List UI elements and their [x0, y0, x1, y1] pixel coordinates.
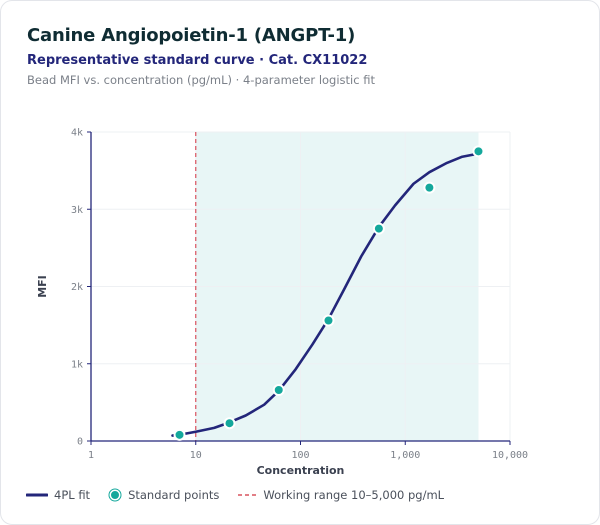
y-tick-label: 3k: [71, 205, 83, 216]
standard-point: [173, 428, 186, 441]
y-tick-label: 2k: [71, 282, 83, 293]
legend-fit: 4PL fit: [26, 488, 90, 502]
x-tick-label: 10,000: [492, 450, 528, 461]
standard-point: [423, 181, 436, 194]
y-tick-label: 1k: [71, 359, 83, 370]
x-tick-label: 1: [88, 450, 94, 461]
chart-caption: Bead MFI vs. concentration (pg/mL) · 4-p…: [27, 73, 375, 87]
chart-subtitle: Representative standard curve · Cat. CX1…: [27, 53, 368, 68]
legend-range-swatch: [238, 494, 257, 496]
fit-line: [171, 152, 480, 437]
chart-legend: 4PL fit Standard points Working range 10…: [26, 488, 462, 502]
legend-points-swatch: [108, 488, 122, 502]
y-tick-label: 4k: [71, 128, 83, 139]
standard-point: [372, 222, 385, 235]
x-axis-label: Concentration: [257, 464, 345, 477]
y-axis-label: MFI: [36, 275, 49, 298]
standard-point: [322, 314, 335, 327]
x-tick-label: 1,000: [390, 450, 420, 461]
legend-fit-label: 4PL fit: [54, 488, 91, 502]
standard-point: [272, 384, 285, 397]
standard-point: [223, 417, 236, 430]
legend-range: Working range 10–5,000 pg/mL: [237, 488, 444, 502]
legend-fit-swatch: [26, 493, 48, 497]
legend-points-label: Standard points: [128, 488, 220, 502]
x-tick-label: 10: [190, 450, 202, 461]
legend-points: Standard points: [108, 488, 219, 502]
standard-point: [472, 145, 485, 158]
chart-title: Canine Angiopoietin-1 (ANGPT-1): [27, 25, 356, 46]
legend-range-label: Working range 10–5,000 pg/mL: [263, 488, 445, 502]
x-tick-label: 100: [291, 450, 309, 461]
y-tick-label: 0: [77, 437, 83, 448]
